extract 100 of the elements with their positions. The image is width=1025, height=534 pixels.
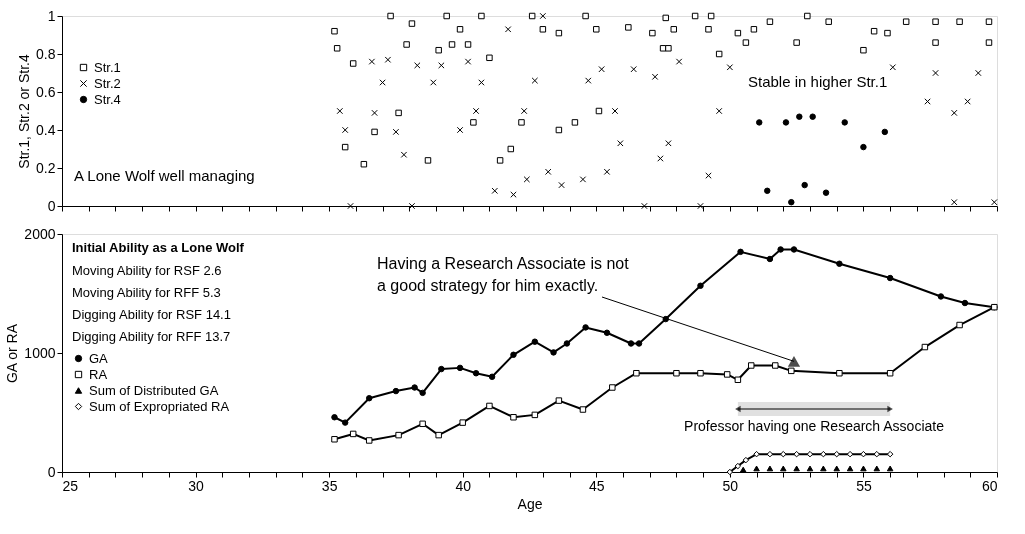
point — [371, 128, 378, 136]
point — [726, 64, 734, 71]
point — [408, 20, 416, 27]
point — [333, 45, 341, 52]
point — [764, 187, 771, 195]
x-tick-label: 30 — [188, 477, 205, 494]
point — [579, 176, 587, 183]
point — [649, 29, 656, 37]
point — [371, 109, 378, 117]
point — [486, 54, 493, 62]
annotation: Digging Ability for RFF 13.7 — [72, 329, 231, 344]
point — [951, 198, 958, 206]
point — [801, 181, 808, 189]
point — [782, 119, 790, 126]
point — [657, 155, 664, 162]
point — [558, 181, 565, 189]
y-tick-label: 0 — [47, 197, 56, 214]
point — [336, 107, 344, 115]
y-tick-label: 1 — [47, 7, 56, 24]
point — [571, 119, 579, 126]
x-tick-label: 55 — [856, 477, 872, 494]
point — [932, 69, 939, 77]
point — [539, 12, 547, 20]
point — [804, 12, 811, 20]
point — [435, 46, 442, 54]
point — [665, 45, 672, 52]
point — [598, 65, 605, 73]
point — [951, 109, 958, 117]
point — [889, 64, 897, 71]
point — [932, 18, 939, 25]
point — [809, 113, 816, 120]
point — [341, 143, 349, 151]
point — [715, 107, 723, 115]
point — [975, 69, 982, 77]
point — [544, 168, 552, 176]
point — [464, 41, 472, 48]
point — [617, 140, 624, 147]
point — [734, 29, 742, 37]
point — [822, 189, 830, 196]
point — [555, 29, 563, 37]
point — [341, 126, 349, 134]
point — [496, 157, 504, 164]
x-tick-label: 25 — [62, 477, 79, 494]
point — [403, 41, 410, 48]
point — [675, 58, 683, 65]
point — [860, 143, 867, 151]
legend-label: RA — [89, 366, 108, 382]
point — [478, 12, 485, 20]
point — [603, 168, 611, 176]
point — [523, 176, 531, 183]
point — [585, 77, 592, 84]
point — [705, 172, 712, 179]
point — [756, 119, 763, 126]
point — [697, 202, 704, 210]
x-tick-label: 50 — [722, 477, 739, 494]
point — [985, 39, 993, 46]
y-tick-label: 0.6 — [36, 83, 56, 100]
point — [788, 198, 795, 206]
point — [956, 18, 963, 25]
point — [507, 145, 515, 153]
point — [884, 29, 891, 37]
point — [766, 18, 774, 25]
y-tick-label: 2000 — [24, 225, 56, 242]
legend-label: Sum of Expropriated RA — [89, 398, 230, 414]
point — [707, 12, 715, 20]
annotation: Moving Ability for RFF 5.3 — [72, 285, 221, 300]
point — [430, 79, 437, 86]
point — [705, 26, 712, 33]
point — [414, 62, 421, 69]
x-tick-label: 45 — [589, 477, 605, 494]
y-tick-label: 0.2 — [36, 159, 56, 176]
point — [448, 41, 456, 48]
point — [841, 119, 848, 126]
point — [715, 50, 723, 58]
point — [630, 65, 637, 73]
legend-label: Sum of Distributed GA — [89, 382, 219, 398]
annotation: Initial Ability as a Lone Wolf — [72, 240, 245, 255]
annotation: A Lone Wolf well managing — [74, 167, 255, 184]
point — [641, 202, 648, 210]
point — [424, 157, 432, 164]
point — [742, 39, 750, 46]
point — [518, 119, 525, 126]
x-axis-title: Age — [517, 495, 543, 512]
point — [491, 187, 499, 195]
point — [651, 73, 659, 81]
point — [991, 198, 998, 206]
point — [964, 98, 971, 105]
annotation: Digging Ability for RSF 14.1 — [72, 307, 231, 322]
y-tick-label: 0 — [47, 463, 56, 480]
point — [528, 12, 536, 20]
point — [860, 46, 867, 54]
point — [438, 62, 445, 69]
point — [360, 160, 368, 168]
point — [392, 128, 400, 136]
point — [443, 12, 450, 20]
point — [349, 60, 357, 67]
point — [464, 58, 472, 65]
annotation: Stable in higher Str.1 — [748, 73, 888, 90]
x-tick-label: 60 — [981, 477, 998, 494]
x-tick-label: 40 — [455, 477, 472, 494]
